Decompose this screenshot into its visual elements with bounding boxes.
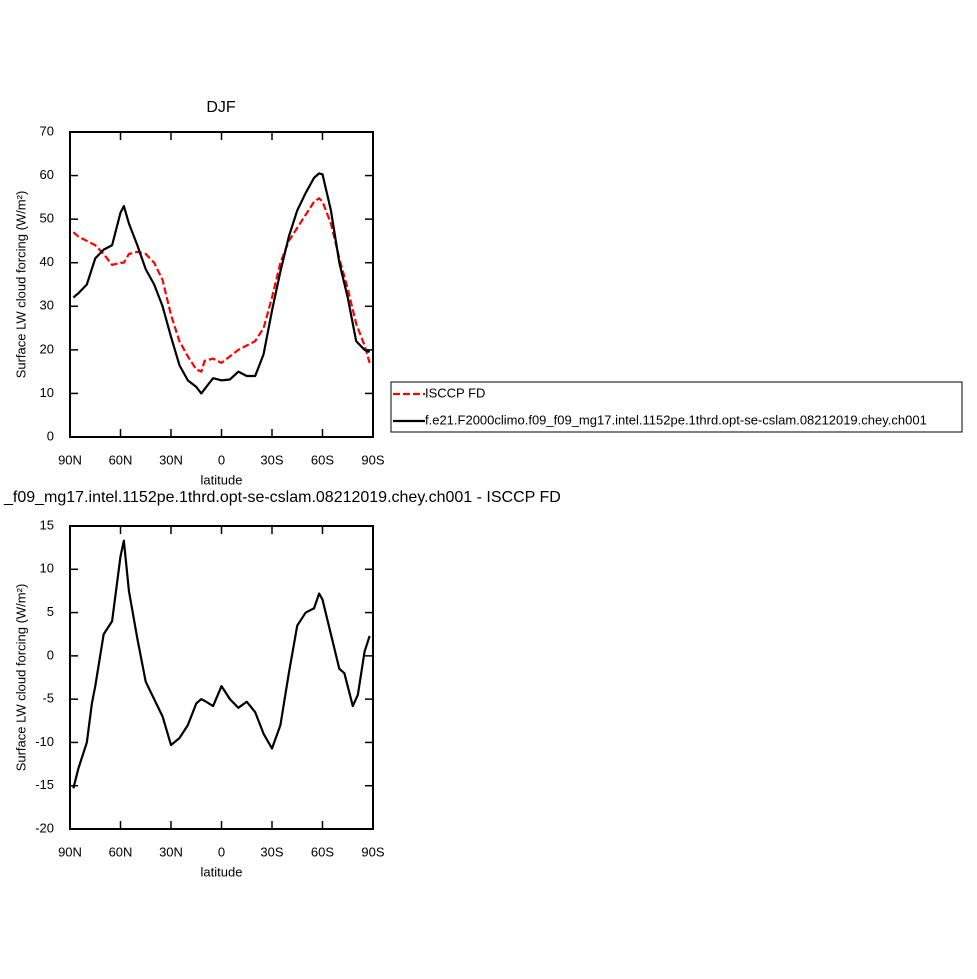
x-tick-label: 60S — [311, 452, 334, 467]
x-tick-label: 30N — [159, 452, 183, 467]
y-tick-label: 70 — [40, 123, 54, 138]
x-tick-label: 30S — [260, 844, 283, 859]
y-tick-label: 0 — [47, 428, 54, 443]
legend-box — [390, 381, 963, 433]
data-line — [72, 172, 371, 395]
data-line — [72, 197, 371, 373]
x-tick-label: 90N — [58, 844, 82, 859]
y-tick-label: -10 — [35, 734, 54, 749]
x-tick-label: 90S — [361, 452, 384, 467]
y-tick-label: -5 — [42, 691, 54, 706]
y-tick-label: 15 — [40, 517, 54, 532]
x-tick-label: 30N — [159, 844, 183, 859]
data-line — [72, 539, 371, 789]
chart-title: DJF — [206, 99, 236, 116]
plot-frame — [69, 525, 374, 830]
y-tick-label: -15 — [35, 777, 54, 792]
x-tick-label: 0 — [218, 844, 225, 859]
x-tick-label: 90S — [361, 844, 384, 859]
y-tick-label: 40 — [40, 254, 54, 269]
y-tick-label: 60 — [40, 167, 54, 182]
plot-frame — [69, 131, 374, 438]
y-tick-label: 10 — [40, 385, 54, 400]
x-tick-label: 60N — [109, 844, 133, 859]
x-tick-label: 60N — [109, 452, 133, 467]
y-tick-label: -20 — [35, 820, 54, 835]
y-tick-label: 5 — [47, 604, 54, 619]
x-axis-label: latitude — [201, 864, 243, 879]
x-axis-label: latitude — [201, 472, 243, 487]
x-tick-label: 30S — [260, 452, 283, 467]
x-tick-label: 0 — [218, 452, 225, 467]
y-tick-label: 0 — [47, 647, 54, 662]
y-tick-label: 30 — [40, 298, 54, 313]
legend-label: f.e21.F2000climo.f09_f09_mg17.intel.1152… — [425, 412, 927, 427]
x-tick-label: 90N — [58, 452, 82, 467]
legend-label: ISCCP FD — [425, 385, 485, 400]
y-tick-label: 20 — [40, 341, 54, 356]
y-axis-label: Surface LW cloud forcing (W/m²) — [13, 584, 28, 772]
y-tick-label: 10 — [40, 561, 54, 576]
y-tick-label: 50 — [40, 211, 54, 226]
y-axis-label: Surface LW cloud forcing (W/m²) — [13, 191, 28, 379]
chart-title: _f09_mg17.intel.1152pe.1thrd.opt-se-csla… — [3, 489, 561, 506]
x-tick-label: 60S — [311, 844, 334, 859]
